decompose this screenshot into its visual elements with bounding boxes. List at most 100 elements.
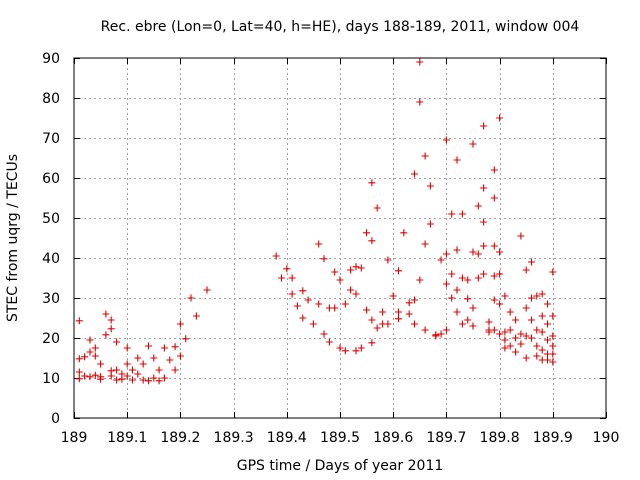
data-point — [176, 352, 184, 360]
data-point — [341, 347, 349, 355]
data-point — [320, 255, 328, 263]
data-point — [490, 272, 498, 280]
data-point — [549, 350, 557, 358]
data-point — [182, 335, 190, 343]
data-point — [347, 266, 355, 274]
data-point — [97, 360, 105, 368]
data-point — [341, 300, 349, 308]
x-tick-label: 190 — [593, 430, 620, 446]
data-point — [501, 344, 509, 352]
data-point — [480, 184, 488, 192]
data-point — [421, 326, 429, 334]
data-point — [400, 229, 408, 237]
data-point — [278, 274, 285, 282]
data-point — [395, 308, 402, 316]
data-point — [288, 290, 296, 298]
data-point — [437, 330, 445, 338]
data-point — [453, 156, 461, 164]
data-point — [411, 170, 418, 178]
data-point — [75, 317, 83, 325]
data-point — [432, 331, 440, 339]
data-point — [448, 270, 456, 278]
data-point — [309, 320, 317, 328]
data-point — [464, 295, 472, 303]
data-point — [517, 232, 525, 240]
data-point — [506, 308, 514, 316]
data-point — [113, 366, 121, 374]
data-point — [139, 360, 147, 368]
x-tick-label: 189 — [61, 430, 88, 446]
data-point — [490, 326, 498, 334]
data-point — [474, 202, 482, 210]
y-tick-label: 0 — [51, 411, 60, 427]
data-point — [107, 372, 115, 380]
data-point — [160, 374, 168, 382]
data-point — [373, 324, 381, 332]
data-point — [496, 248, 504, 256]
data-point — [395, 267, 402, 275]
data-point — [81, 372, 89, 380]
data-point — [416, 58, 424, 66]
data-point — [448, 210, 456, 218]
data-point — [421, 152, 429, 160]
data-point — [474, 274, 482, 282]
y-tick-label: 50 — [42, 211, 60, 227]
data-point — [533, 292, 541, 300]
y-tick-label: 80 — [42, 91, 60, 107]
y-tick-label: 70 — [42, 131, 60, 147]
data-point — [91, 352, 99, 360]
data-point — [283, 265, 291, 273]
data-points — [75, 58, 557, 385]
data-point — [464, 316, 472, 324]
data-point — [411, 296, 418, 304]
data-point — [352, 347, 360, 355]
data-point — [442, 280, 450, 288]
y-tick-label: 40 — [42, 251, 60, 267]
data-point — [442, 136, 450, 144]
data-point — [501, 336, 509, 344]
data-point — [522, 354, 530, 362]
data-point — [145, 342, 152, 350]
data-point — [187, 294, 195, 302]
data-point — [538, 328, 546, 336]
data-point — [86, 348, 94, 356]
data-point — [379, 308, 387, 316]
data-point — [522, 332, 530, 340]
data-point — [113, 376, 121, 384]
data-point — [442, 326, 450, 334]
data-point — [522, 304, 530, 312]
data-point — [533, 326, 541, 334]
data-point — [496, 270, 504, 278]
data-point — [107, 325, 115, 333]
data-point — [123, 344, 131, 352]
data-point — [129, 366, 136, 374]
data-point — [533, 342, 541, 350]
data-point — [203, 286, 211, 294]
data-point — [123, 360, 131, 368]
data-point — [145, 377, 152, 385]
data-point — [544, 320, 551, 328]
y-tick-label: 20 — [42, 331, 60, 347]
data-point — [405, 310, 413, 318]
data-point — [544, 356, 551, 364]
data-point — [549, 342, 557, 350]
data-point — [496, 114, 504, 122]
data-point — [549, 312, 557, 320]
data-point — [347, 286, 355, 294]
data-point — [533, 352, 541, 360]
data-point — [416, 276, 424, 284]
data-point — [538, 290, 546, 298]
data-point — [485, 318, 493, 326]
data-point — [437, 256, 445, 264]
data-point — [501, 328, 509, 336]
y-tick-labels: 0 10 20 30 40 50 60 70 80 90 — [42, 51, 60, 427]
data-point — [315, 300, 323, 308]
data-point — [544, 336, 551, 344]
data-point — [480, 122, 488, 130]
data-point — [384, 320, 392, 328]
data-point — [453, 286, 461, 294]
x-tick-label: 189.7 — [426, 430, 466, 446]
y-tick-label: 90 — [42, 51, 60, 67]
data-point — [522, 266, 530, 274]
data-point — [373, 204, 381, 212]
